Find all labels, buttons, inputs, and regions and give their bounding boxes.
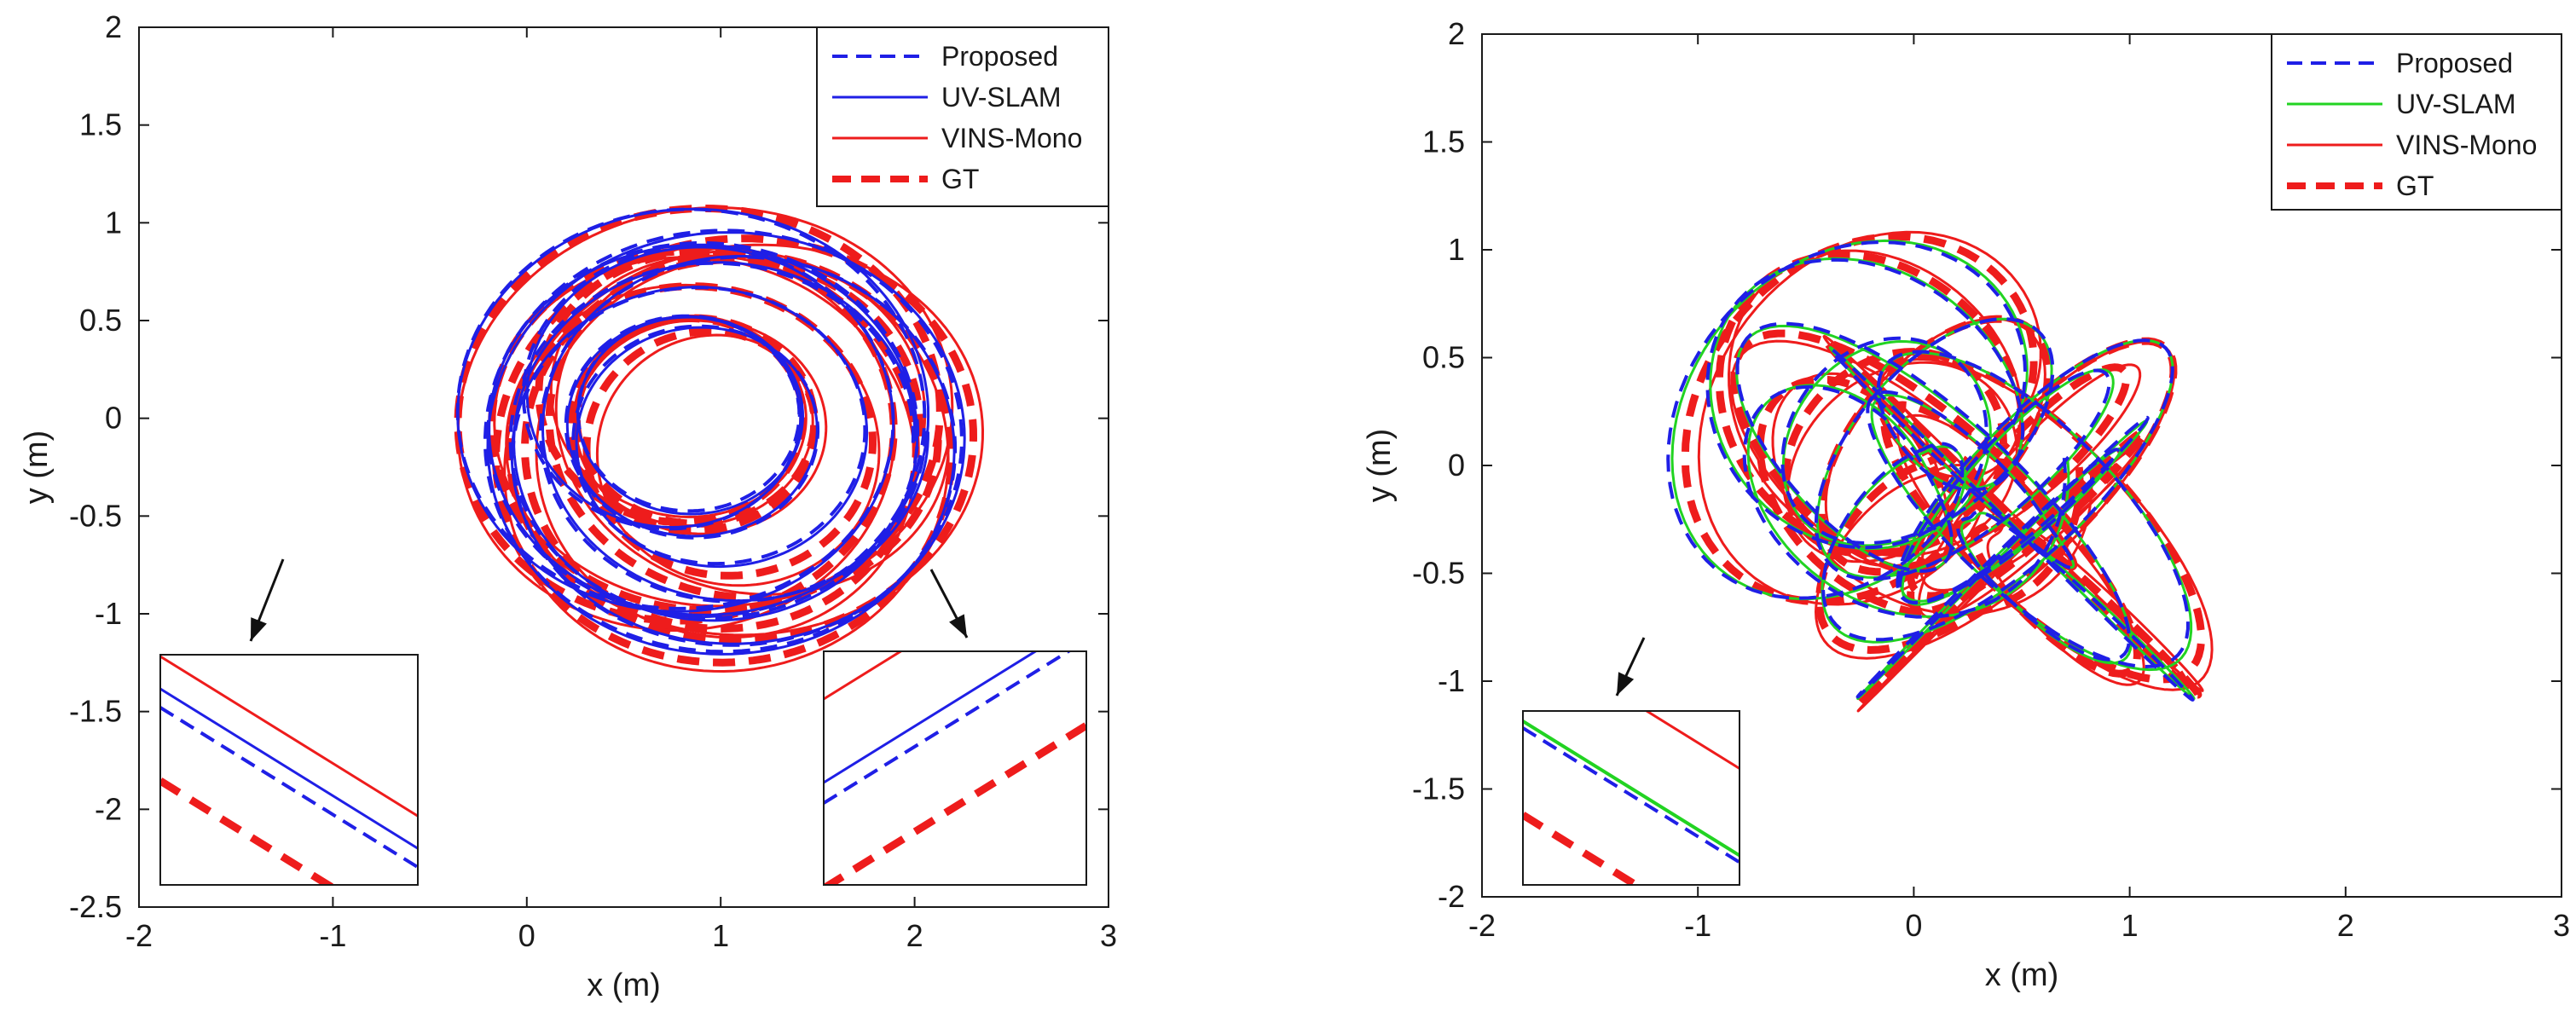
y-tick-label: -1.5 bbox=[69, 694, 122, 729]
chart-right: -2 -1 0 1 2 3 2 1.5 1 0.5 0 -0.5 -1 -1.5 -2 x (m) y (m) P… bbox=[1362, 16, 2570, 993]
x-tick-label: -2 bbox=[1468, 908, 1496, 943]
y-tick-label: -2 bbox=[1438, 879, 1465, 914]
inset-gt-line bbox=[824, 722, 1086, 885]
arrow-head bbox=[1617, 672, 1635, 696]
inset-proposed-line bbox=[160, 706, 418, 869]
chart-left: -2 -1 0 1 2 321.510.50-0.5-1-1.5-2-2.5x (m)y … bbox=[19, 9, 1117, 1003]
inset-frame bbox=[159, 654, 419, 886]
y-tick-label: -0.5 bbox=[69, 498, 122, 533]
inset-vins-mono-line bbox=[824, 651, 904, 701]
plot-series bbox=[454, 204, 984, 673]
legend-label: VINS-Mono bbox=[2396, 130, 2537, 160]
legend: Proposed UV-SLAM VINS-Mono GT bbox=[2271, 33, 2562, 211]
y-tick-label: -0.5 bbox=[1412, 556, 1465, 591]
plot-series bbox=[1666, 230, 2214, 713]
x-axis-label: x (m) bbox=[1985, 957, 2059, 993]
inset-background bbox=[824, 651, 1086, 885]
inset-vins-mono-line bbox=[160, 655, 418, 818]
series-proposed-line bbox=[455, 207, 964, 654]
arrow-head bbox=[251, 617, 267, 641]
x-tick-label: -2 bbox=[125, 918, 153, 953]
y-axis-label: y (m) bbox=[19, 431, 55, 505]
x-tick-label: 2 bbox=[906, 918, 923, 953]
y-tick-label: 2 bbox=[105, 9, 122, 44]
legend-label: Proposed bbox=[2396, 48, 2513, 78]
legend-label: VINS-Mono bbox=[941, 123, 1082, 153]
inset-lower-left bbox=[159, 558, 419, 886]
y-tick-label: 0 bbox=[1448, 448, 1465, 483]
y-axis-label: y (m) bbox=[1362, 429, 1398, 503]
x-tick-label: 1 bbox=[2122, 908, 2139, 943]
inset-lower-right bbox=[823, 569, 1087, 886]
axes-frame bbox=[138, 26, 1109, 908]
inset-gt-line bbox=[160, 777, 336, 885]
x-tick-label: 0 bbox=[1905, 908, 1922, 943]
series-proposed-line bbox=[1666, 240, 2195, 702]
inset-lines bbox=[824, 651, 1086, 885]
inset-lines bbox=[160, 655, 418, 885]
inset-frame bbox=[823, 650, 1087, 886]
y-tick-label: -2.5 bbox=[69, 889, 122, 924]
legend: Proposed UV-SLAM VINS-Mono GT bbox=[816, 26, 1109, 207]
x-axis-label: x (m) bbox=[587, 968, 661, 1003]
inset-lines bbox=[1523, 711, 1740, 885]
x-tick-label: 0 bbox=[518, 918, 535, 953]
inset-uv-slam-line bbox=[1523, 720, 1740, 858]
y-tick-label: 0.5 bbox=[79, 303, 122, 338]
y-tick-label: 1 bbox=[105, 205, 122, 240]
y-tick-label: 2 bbox=[1448, 16, 1465, 51]
x-tick-label: 3 bbox=[2553, 908, 2570, 943]
y-tick-label: -1.5 bbox=[1412, 772, 1465, 806]
inset-proposed-line bbox=[824, 651, 1072, 805]
y-tick-label: 0.5 bbox=[1422, 340, 1465, 375]
inset-vins-mono-line bbox=[1644, 711, 1740, 770]
y-tick-label: -1 bbox=[1438, 663, 1465, 698]
legend-label: UV-SLAM bbox=[941, 82, 1061, 113]
x-tick-label: 3 bbox=[1100, 918, 1117, 953]
y-tick-label: -1 bbox=[95, 596, 122, 631]
inset-lower-left bbox=[1522, 637, 1740, 886]
y-tick-label: 1 bbox=[1448, 232, 1465, 267]
y-tick-label: 0 bbox=[105, 401, 122, 436]
inset-uv-slam-line bbox=[160, 687, 418, 850]
inset-background bbox=[1523, 711, 1740, 885]
arrow-head bbox=[949, 614, 967, 638]
legend-label: UV-SLAM bbox=[2396, 89, 2515, 119]
y-tick-label: 1.5 bbox=[79, 107, 122, 142]
x-tick-label: 1 bbox=[712, 918, 729, 953]
inset-gt-line bbox=[1523, 812, 1643, 885]
inset-proposed-line bbox=[1523, 726, 1740, 864]
x-tick-label: -1 bbox=[1684, 908, 1711, 943]
y-tick-label: 1.5 bbox=[1422, 124, 1465, 159]
legend-label: GT bbox=[2396, 170, 2434, 201]
x-tick-label: 2 bbox=[2337, 908, 2354, 943]
legend-label: GT bbox=[941, 164, 979, 194]
inset-uv-slam-line bbox=[824, 651, 1039, 784]
legend-label: Proposed bbox=[941, 41, 1058, 72]
x-tick-label: -1 bbox=[319, 918, 346, 953]
inset-frame bbox=[1522, 710, 1740, 886]
series-gt-line bbox=[454, 204, 977, 667]
y-tick-label: -2 bbox=[95, 791, 122, 826]
